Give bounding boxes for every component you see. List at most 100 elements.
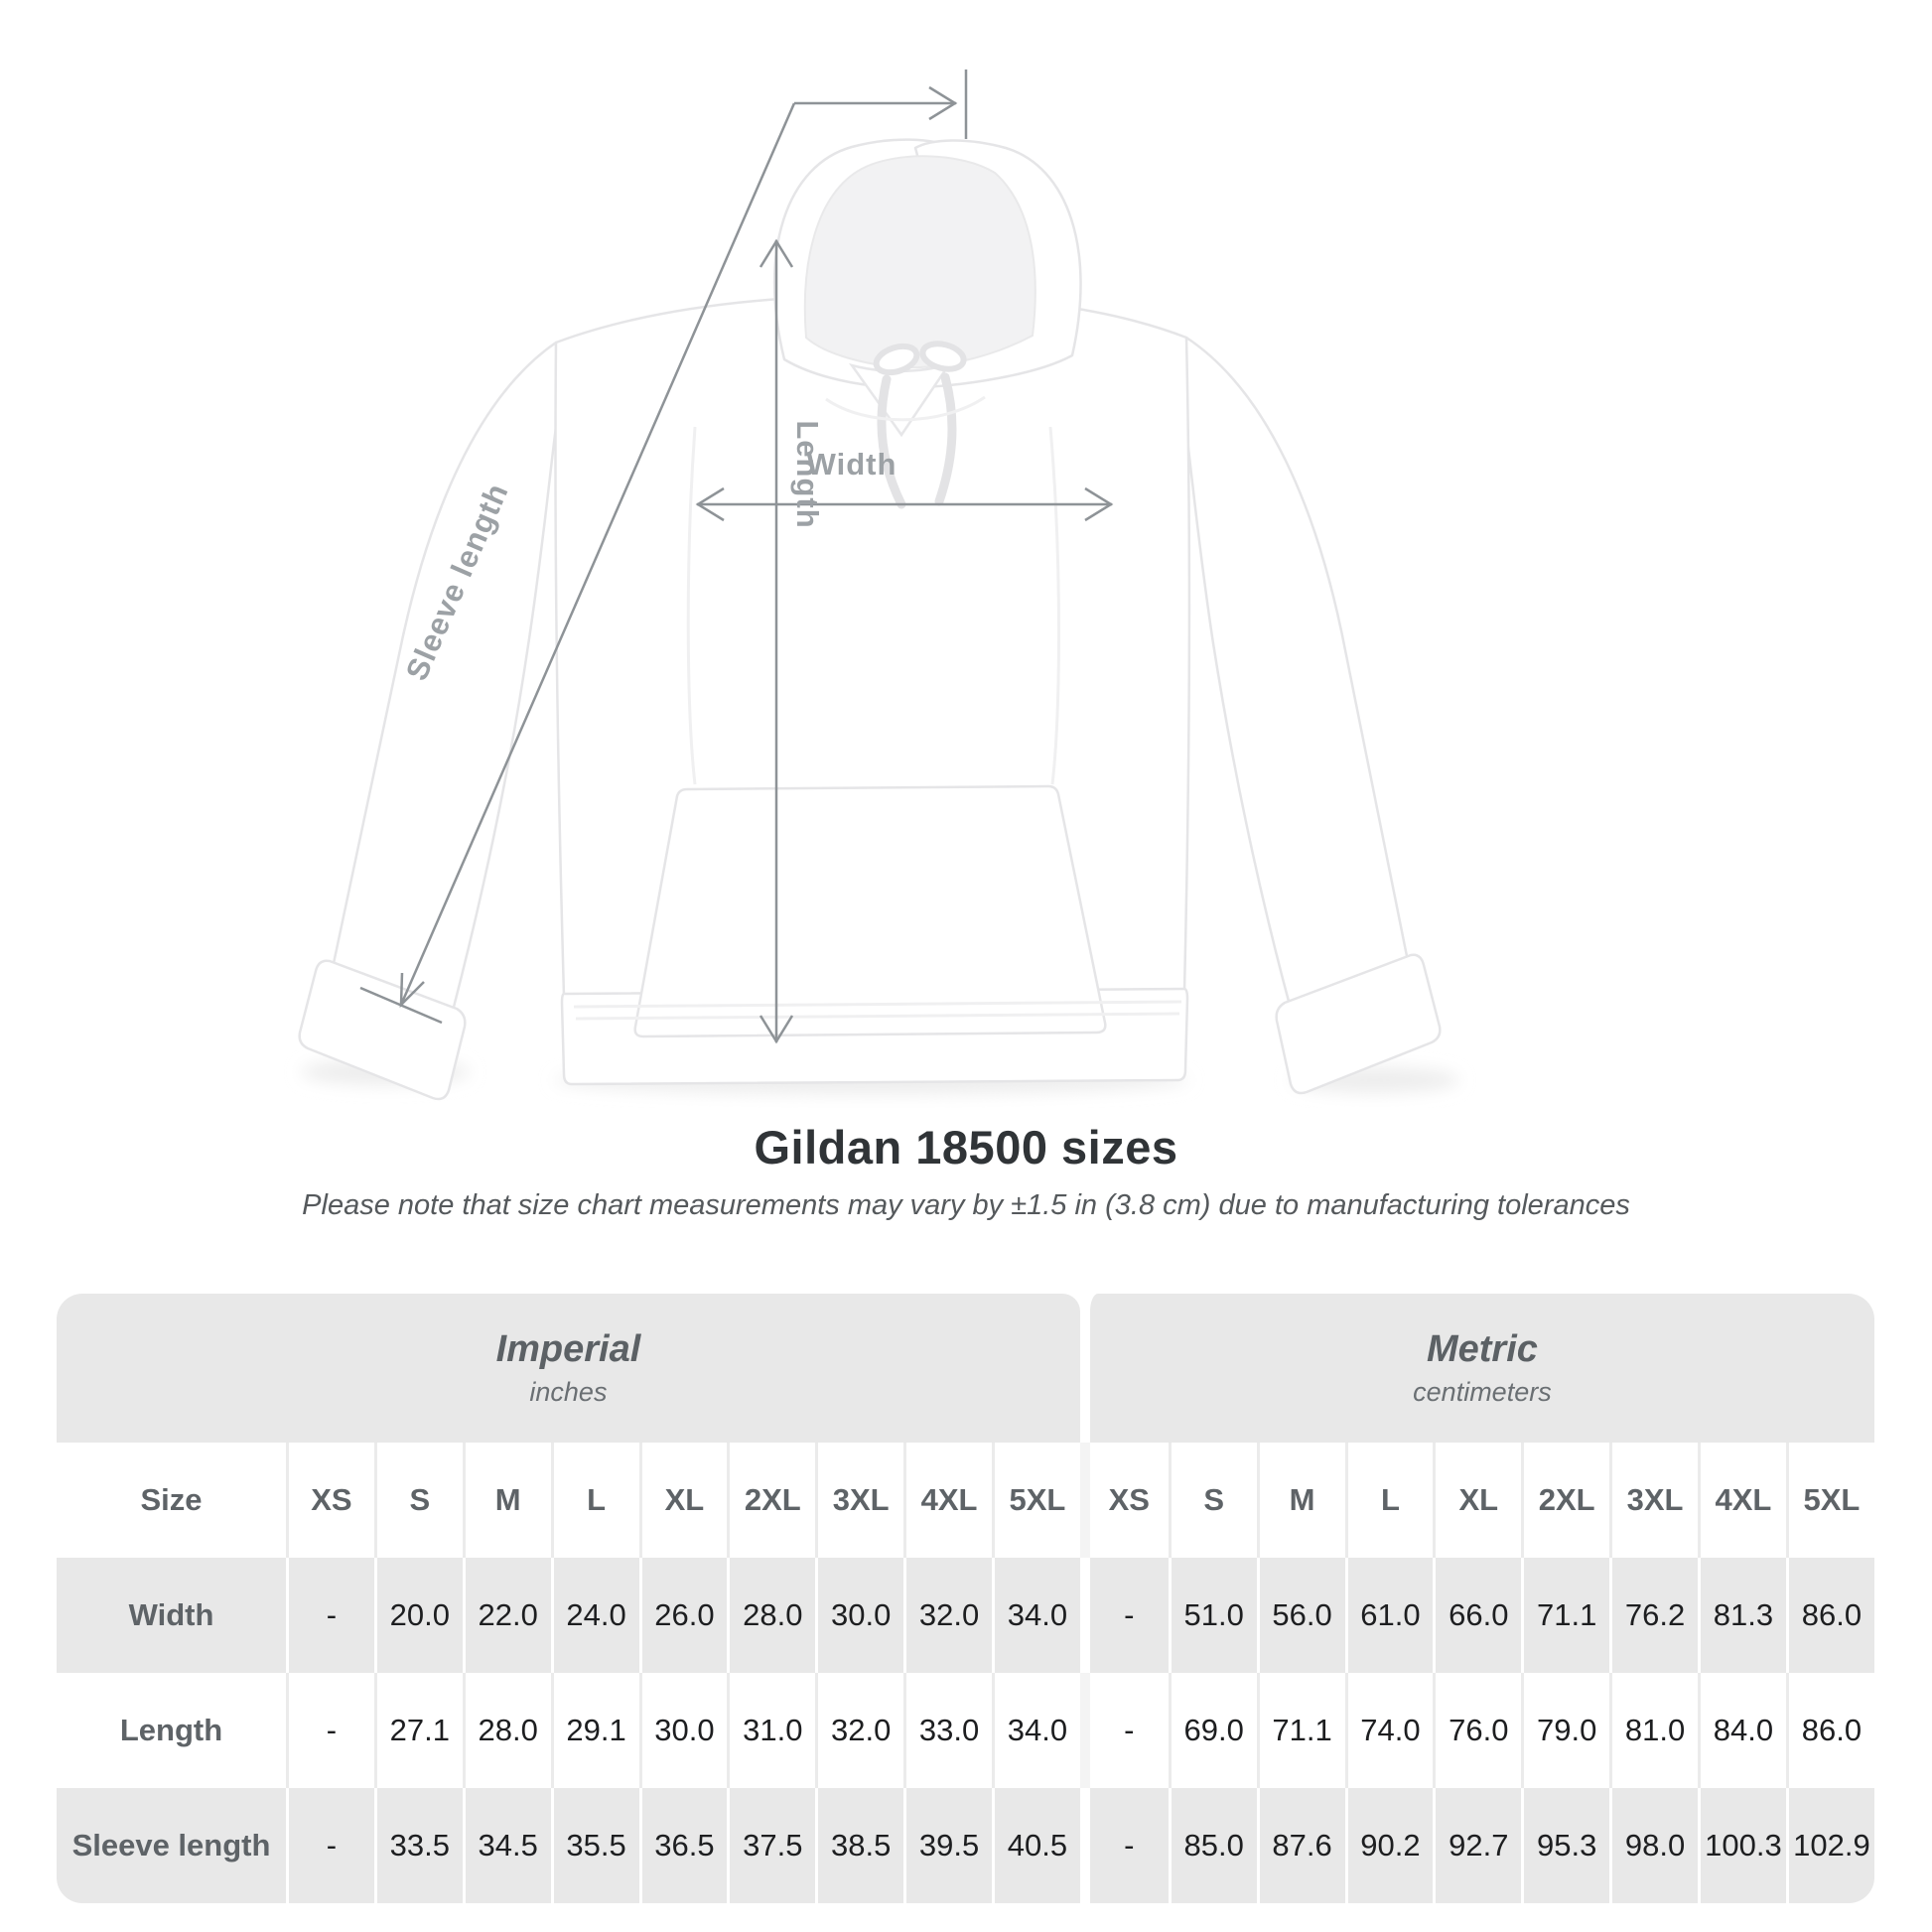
value-cell: 86.0 [1785, 1558, 1874, 1673]
value-cell: 85.0 [1168, 1788, 1257, 1903]
unit-group-imperial: Imperial inches [57, 1294, 1080, 1443]
size-column-header: 5XL [992, 1443, 1080, 1558]
value-cell: 79.0 [1521, 1673, 1610, 1788]
value-cell: 102.9 [1785, 1788, 1874, 1903]
value-cell: 38.5 [815, 1788, 904, 1903]
value-cell: 28.0 [727, 1558, 816, 1673]
measurement-row: Width -20.0 22.0 24.0 26.0 28.0 30.0 32.0 34.0-5… [57, 1558, 1874, 1673]
value-cell: 81.3 [1698, 1558, 1786, 1673]
value-cell: 76.0 [1433, 1673, 1522, 1788]
value-cell: 90.2 [1344, 1788, 1434, 1903]
size-column-header: S [1168, 1443, 1257, 1558]
row-label: Length [57, 1673, 286, 1788]
value-cell: 86.0 [1785, 1673, 1874, 1788]
width-label: Width [807, 447, 897, 482]
unit-group-row: Imperial inches Metric centimeters [57, 1294, 1874, 1443]
hoodie-svg: Length Width Sleeve length [298, 69, 1459, 1101]
measurement-row: Length -27.1 28.0 29.1 30.0 31.0 32.0 33.0 34.0-… [57, 1673, 1874, 1788]
value-cell: - [286, 1673, 374, 1788]
page-title: Gildan 18500 sizes [754, 1121, 1178, 1173]
tolerance-note: Please note that size chart measurements… [302, 1189, 1630, 1221]
value-cell: 71.1 [1521, 1558, 1610, 1673]
value-cell: - [286, 1788, 374, 1903]
size-column-header: S [373, 1443, 463, 1558]
value-cell: 81.0 [1609, 1673, 1698, 1788]
value-cell: 28.0 [462, 1673, 551, 1788]
value-cell: 34.5 [462, 1788, 551, 1903]
value-cell: 30.0 [815, 1558, 904, 1673]
value-cell: 51.0 [1168, 1558, 1257, 1673]
value-cell: 27.1 [373, 1673, 463, 1788]
value-cell: 100.3 [1698, 1788, 1786, 1903]
size-column-header: M [1256, 1443, 1345, 1558]
size-column-header: 4XL [1698, 1443, 1786, 1558]
size-column-header: L [550, 1443, 639, 1558]
length-arrow [759, 238, 794, 1044]
value-cell: 66.0 [1433, 1558, 1522, 1673]
drawstring-knot [873, 341, 967, 376]
seam-lines [573, 395, 1182, 1021]
value-cell: - [1079, 1558, 1169, 1673]
measurement-row: Sleeve length -33.5 34.5 35.5 36.5 37.5 38.5 39… [57, 1788, 1874, 1903]
value-cell: 33.5 [373, 1788, 463, 1903]
value-cell: 34.0 [992, 1673, 1080, 1788]
value-cell: 39.5 [903, 1788, 992, 1903]
size-column-header: L [1344, 1443, 1434, 1558]
size-column-header: 3XL [1609, 1443, 1698, 1558]
value-cell: 37.5 [727, 1788, 816, 1903]
size-column-header: XL [638, 1443, 728, 1558]
value-cell: 30.0 [638, 1673, 728, 1788]
size-row-label: Size [57, 1443, 286, 1558]
size-column-header: 2XL [1521, 1443, 1610, 1558]
metric-label: Metric [1426, 1327, 1538, 1370]
value-cell: 69.0 [1168, 1673, 1257, 1788]
size-column-header: XL [1433, 1443, 1522, 1558]
size-column-header: XS [1079, 1443, 1169, 1558]
value-cell: 26.0 [638, 1558, 728, 1673]
value-cell: 24.0 [550, 1558, 639, 1673]
sleeve-length-arrow [359, 69, 968, 1025]
value-cell: 84.0 [1698, 1673, 1786, 1788]
value-cell: 87.6 [1256, 1788, 1345, 1903]
unit-group-metric: Metric centimeters [1079, 1294, 1874, 1443]
row-label: Sleeve length [57, 1788, 286, 1903]
value-cell: 61.0 [1344, 1558, 1434, 1673]
size-column-header: 2XL [727, 1443, 816, 1558]
value-cell: 98.0 [1609, 1788, 1698, 1903]
value-cell: 40.5 [992, 1788, 1080, 1903]
imperial-label: Imperial [495, 1327, 641, 1370]
size-table-grid: Imperial inches Metric centimeters Size … [57, 1294, 1874, 1903]
value-cell: 56.0 [1256, 1558, 1345, 1673]
value-cell: 32.0 [903, 1558, 992, 1673]
length-label: Length [790, 420, 825, 528]
row-label: Width [57, 1558, 286, 1673]
drawstrings [877, 372, 957, 509]
value-cell: 29.1 [550, 1673, 639, 1788]
size-column-header: M [462, 1443, 551, 1558]
value-cell: 92.7 [1433, 1788, 1522, 1903]
value-cell: 22.0 [462, 1558, 551, 1673]
size-column-header: 4XL [903, 1443, 992, 1558]
value-cell: 74.0 [1344, 1673, 1434, 1788]
value-cell: 34.0 [992, 1558, 1080, 1673]
size-column-header: XS [286, 1443, 374, 1558]
value-cell: - [1079, 1673, 1169, 1788]
value-cell: - [1079, 1788, 1169, 1903]
value-cell: 20.0 [373, 1558, 463, 1673]
value-cell: 35.5 [550, 1788, 639, 1903]
size-column-header: 5XL [1785, 1443, 1874, 1558]
size-header-row: Size XS S M L XL 2XL 3XL 4XL 5XL XS S M L XL 2XL 3XL 4XL… [57, 1443, 1874, 1558]
value-cell: 76.2 [1609, 1558, 1698, 1673]
hoodie-illustration: Length Width Sleeve length [298, 69, 1459, 1101]
size-table: Imperial inches Metric centimeters Size … [57, 1294, 1874, 1903]
value-cell: - [286, 1558, 374, 1673]
value-cell: 33.0 [903, 1673, 992, 1788]
value-cell: 95.3 [1521, 1788, 1610, 1903]
value-cell: 31.0 [727, 1673, 816, 1788]
size-column-header: 3XL [815, 1443, 904, 1558]
width-arrow [695, 486, 1114, 522]
value-cell: 32.0 [815, 1673, 904, 1788]
value-cell: 71.1 [1256, 1673, 1345, 1788]
imperial-unit: inches [529, 1377, 608, 1408]
